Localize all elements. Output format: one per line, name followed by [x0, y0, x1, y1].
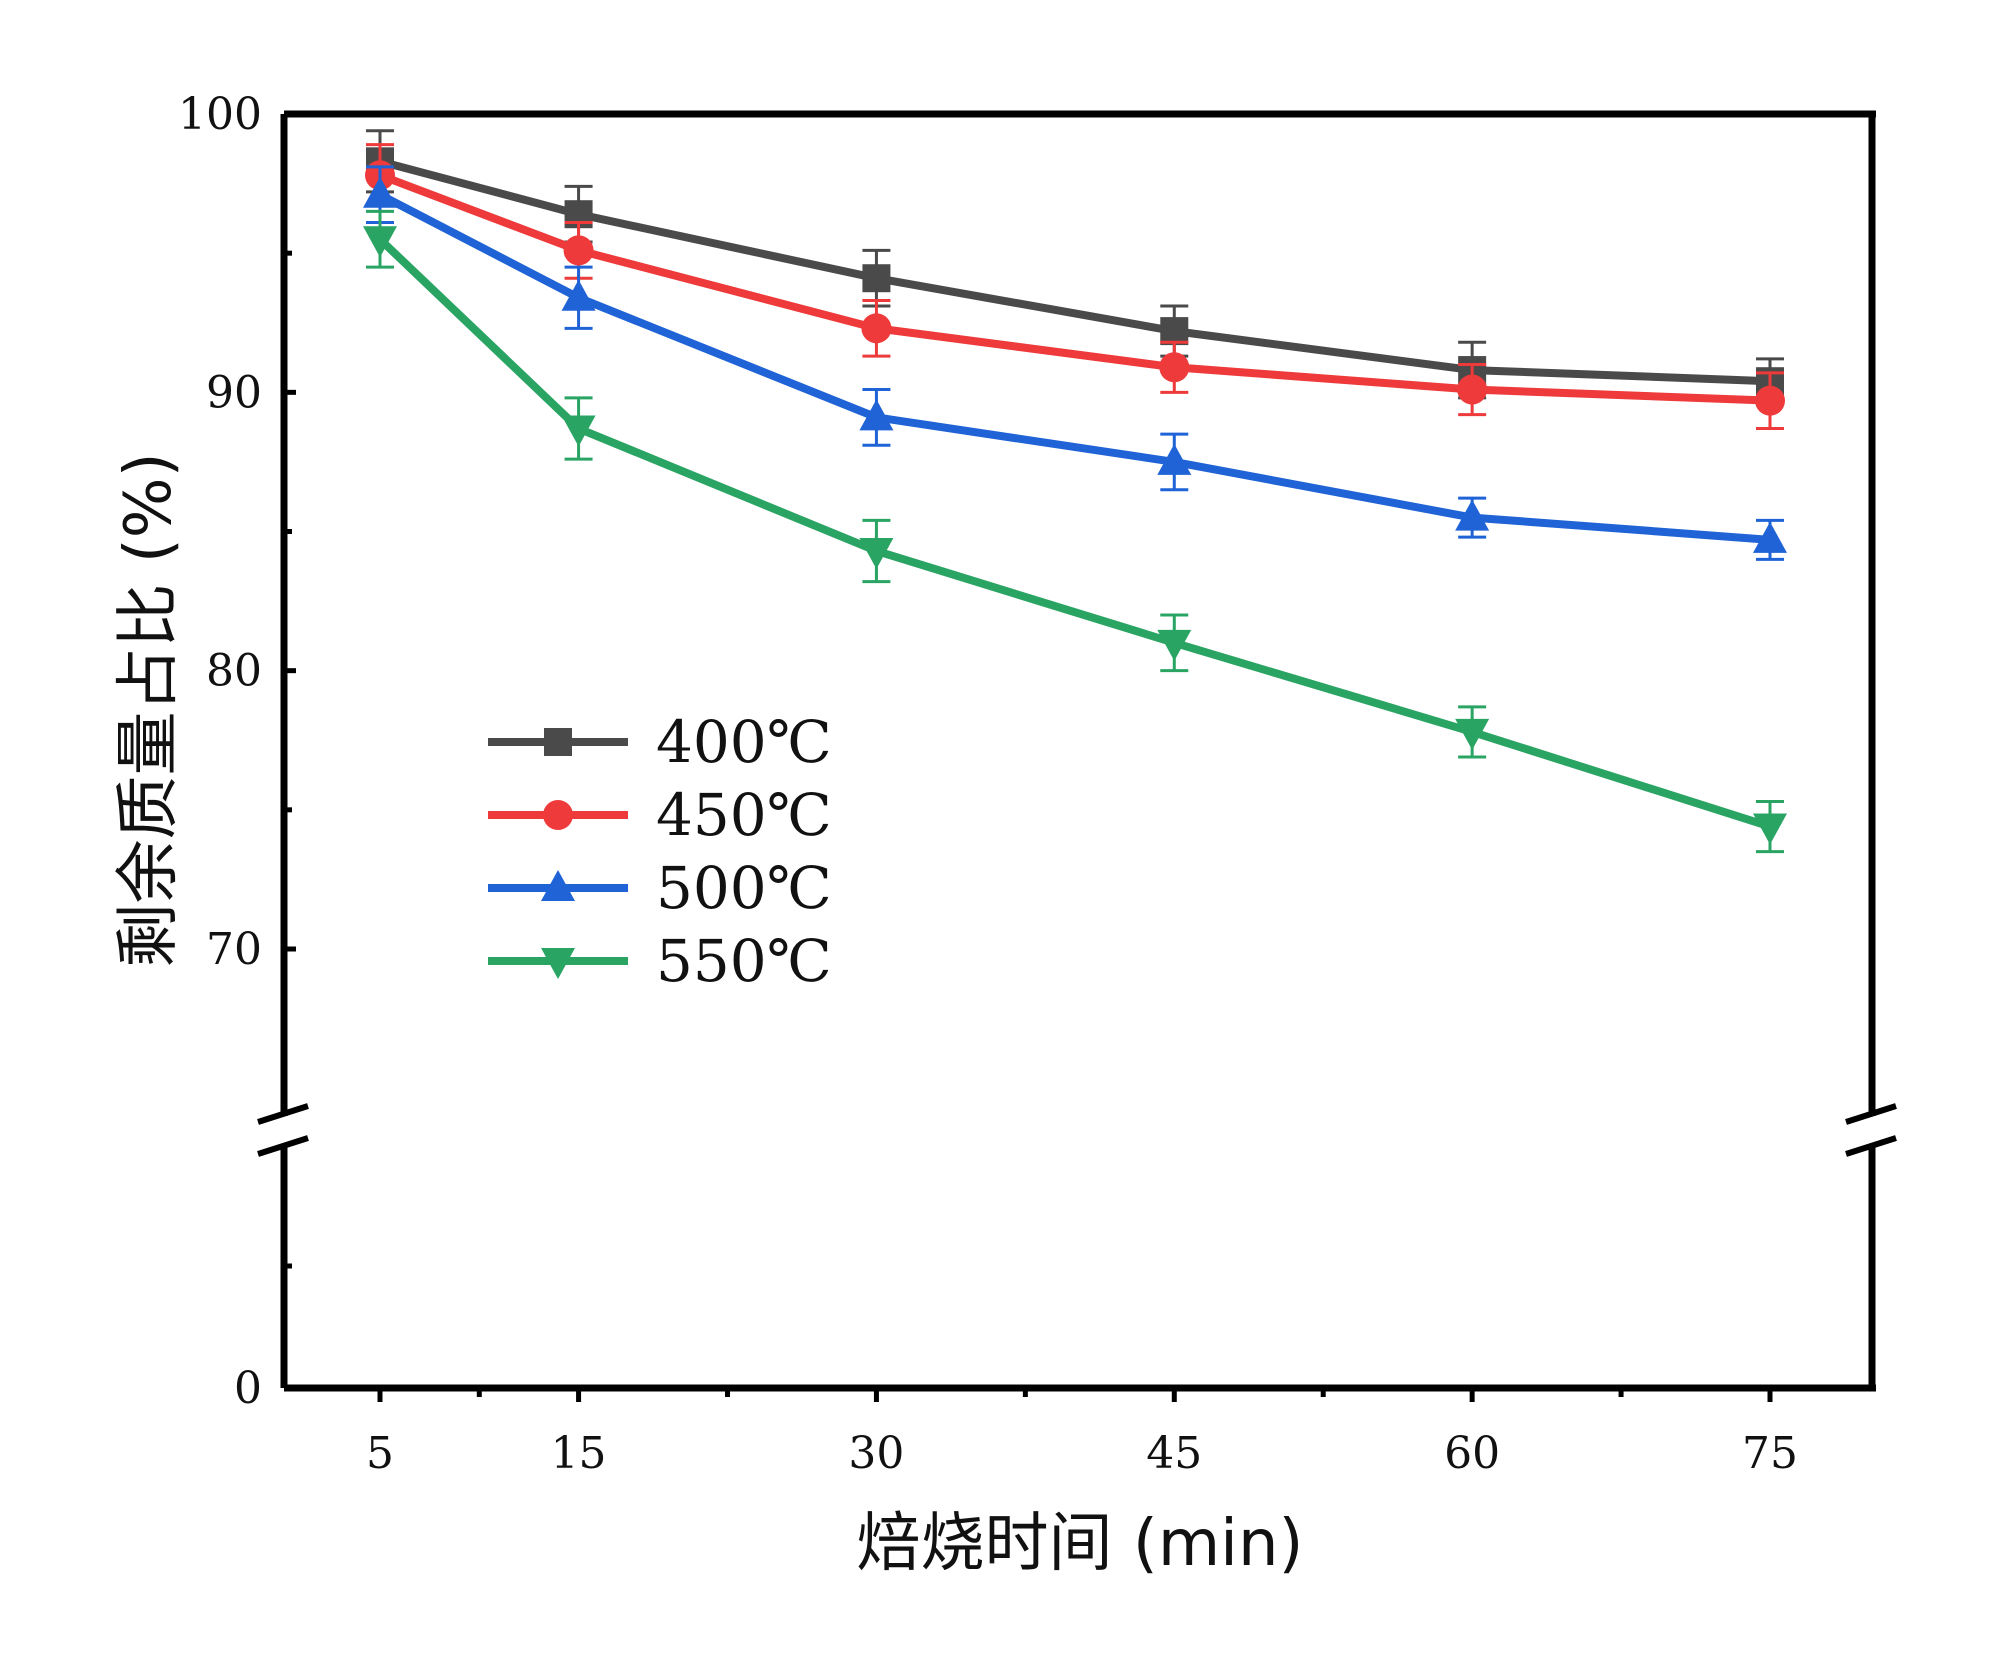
- series-layer: [363, 129, 1787, 854]
- legend-item: 550℃: [488, 927, 832, 995]
- data-point: [1753, 521, 1787, 553]
- x-axis-title: 焙烧时间 (min): [857, 1507, 1304, 1581]
- data-point: [1157, 443, 1192, 475]
- legend-marker: [541, 948, 575, 979]
- data-point: [563, 235, 594, 266]
- data-point: [1455, 718, 1490, 750]
- series-line: [378, 191, 1771, 544]
- y-axis-title: 剩余质量占比 (%): [112, 452, 186, 967]
- x-tick-label: 30: [848, 1428, 904, 1479]
- legend-marker: [541, 870, 575, 901]
- series-3: [363, 209, 1787, 854]
- data-point: [1755, 385, 1785, 416]
- y-axis-ticks: 100 90 80 70 0: [178, 89, 296, 1414]
- data-point: [561, 279, 596, 311]
- data-point: [1157, 629, 1192, 661]
- y-tick-label: 100: [178, 89, 262, 140]
- data-point: [363, 176, 397, 208]
- x-tick-label: 75: [1742, 1428, 1798, 1479]
- data-point: [363, 226, 397, 258]
- data-point: [561, 415, 596, 447]
- legend-item: 450℃: [488, 781, 832, 849]
- series-2: [363, 165, 1787, 561]
- y-tick-label: 80: [206, 646, 262, 697]
- legend-item: 500℃: [488, 854, 832, 922]
- data-point: [1159, 352, 1190, 383]
- data-point: [1160, 317, 1189, 346]
- data-point: [862, 264, 891, 293]
- legend-marker: [544, 728, 572, 756]
- axis-break-left: [257, 1103, 309, 1157]
- x-axis-ticks: 5 15 30 45 60 75: [366, 1388, 1798, 1479]
- legend-label: 550℃: [656, 927, 832, 995]
- legend-marker: [543, 800, 573, 830]
- data-point: [861, 313, 892, 344]
- legend-label: 500℃: [656, 854, 832, 922]
- x-tick-label: 45: [1146, 1428, 1202, 1479]
- data-point: [1753, 813, 1787, 845]
- y-tick-label: 70: [206, 924, 262, 975]
- y-tick-label: 0: [234, 1363, 262, 1414]
- x-tick-label: 5: [366, 1428, 394, 1479]
- legend-item: 400℃: [488, 708, 832, 776]
- legend-label: 400℃: [656, 708, 832, 776]
- y-tick-label: 90: [206, 367, 262, 418]
- data-point: [1457, 374, 1488, 405]
- axis-break-right: [1845, 1103, 1897, 1157]
- x-tick-label: 15: [551, 1428, 607, 1479]
- data-point: [1455, 499, 1490, 531]
- series-line: [377, 236, 1772, 831]
- legend-label: 450℃: [656, 781, 832, 849]
- data-point: [859, 537, 894, 569]
- x-tick-label: 60: [1444, 1428, 1500, 1479]
- data-point: [859, 399, 894, 431]
- series-line: [378, 171, 1771, 405]
- plot-frame: [257, 110, 1897, 1392]
- series-line: [378, 157, 1771, 386]
